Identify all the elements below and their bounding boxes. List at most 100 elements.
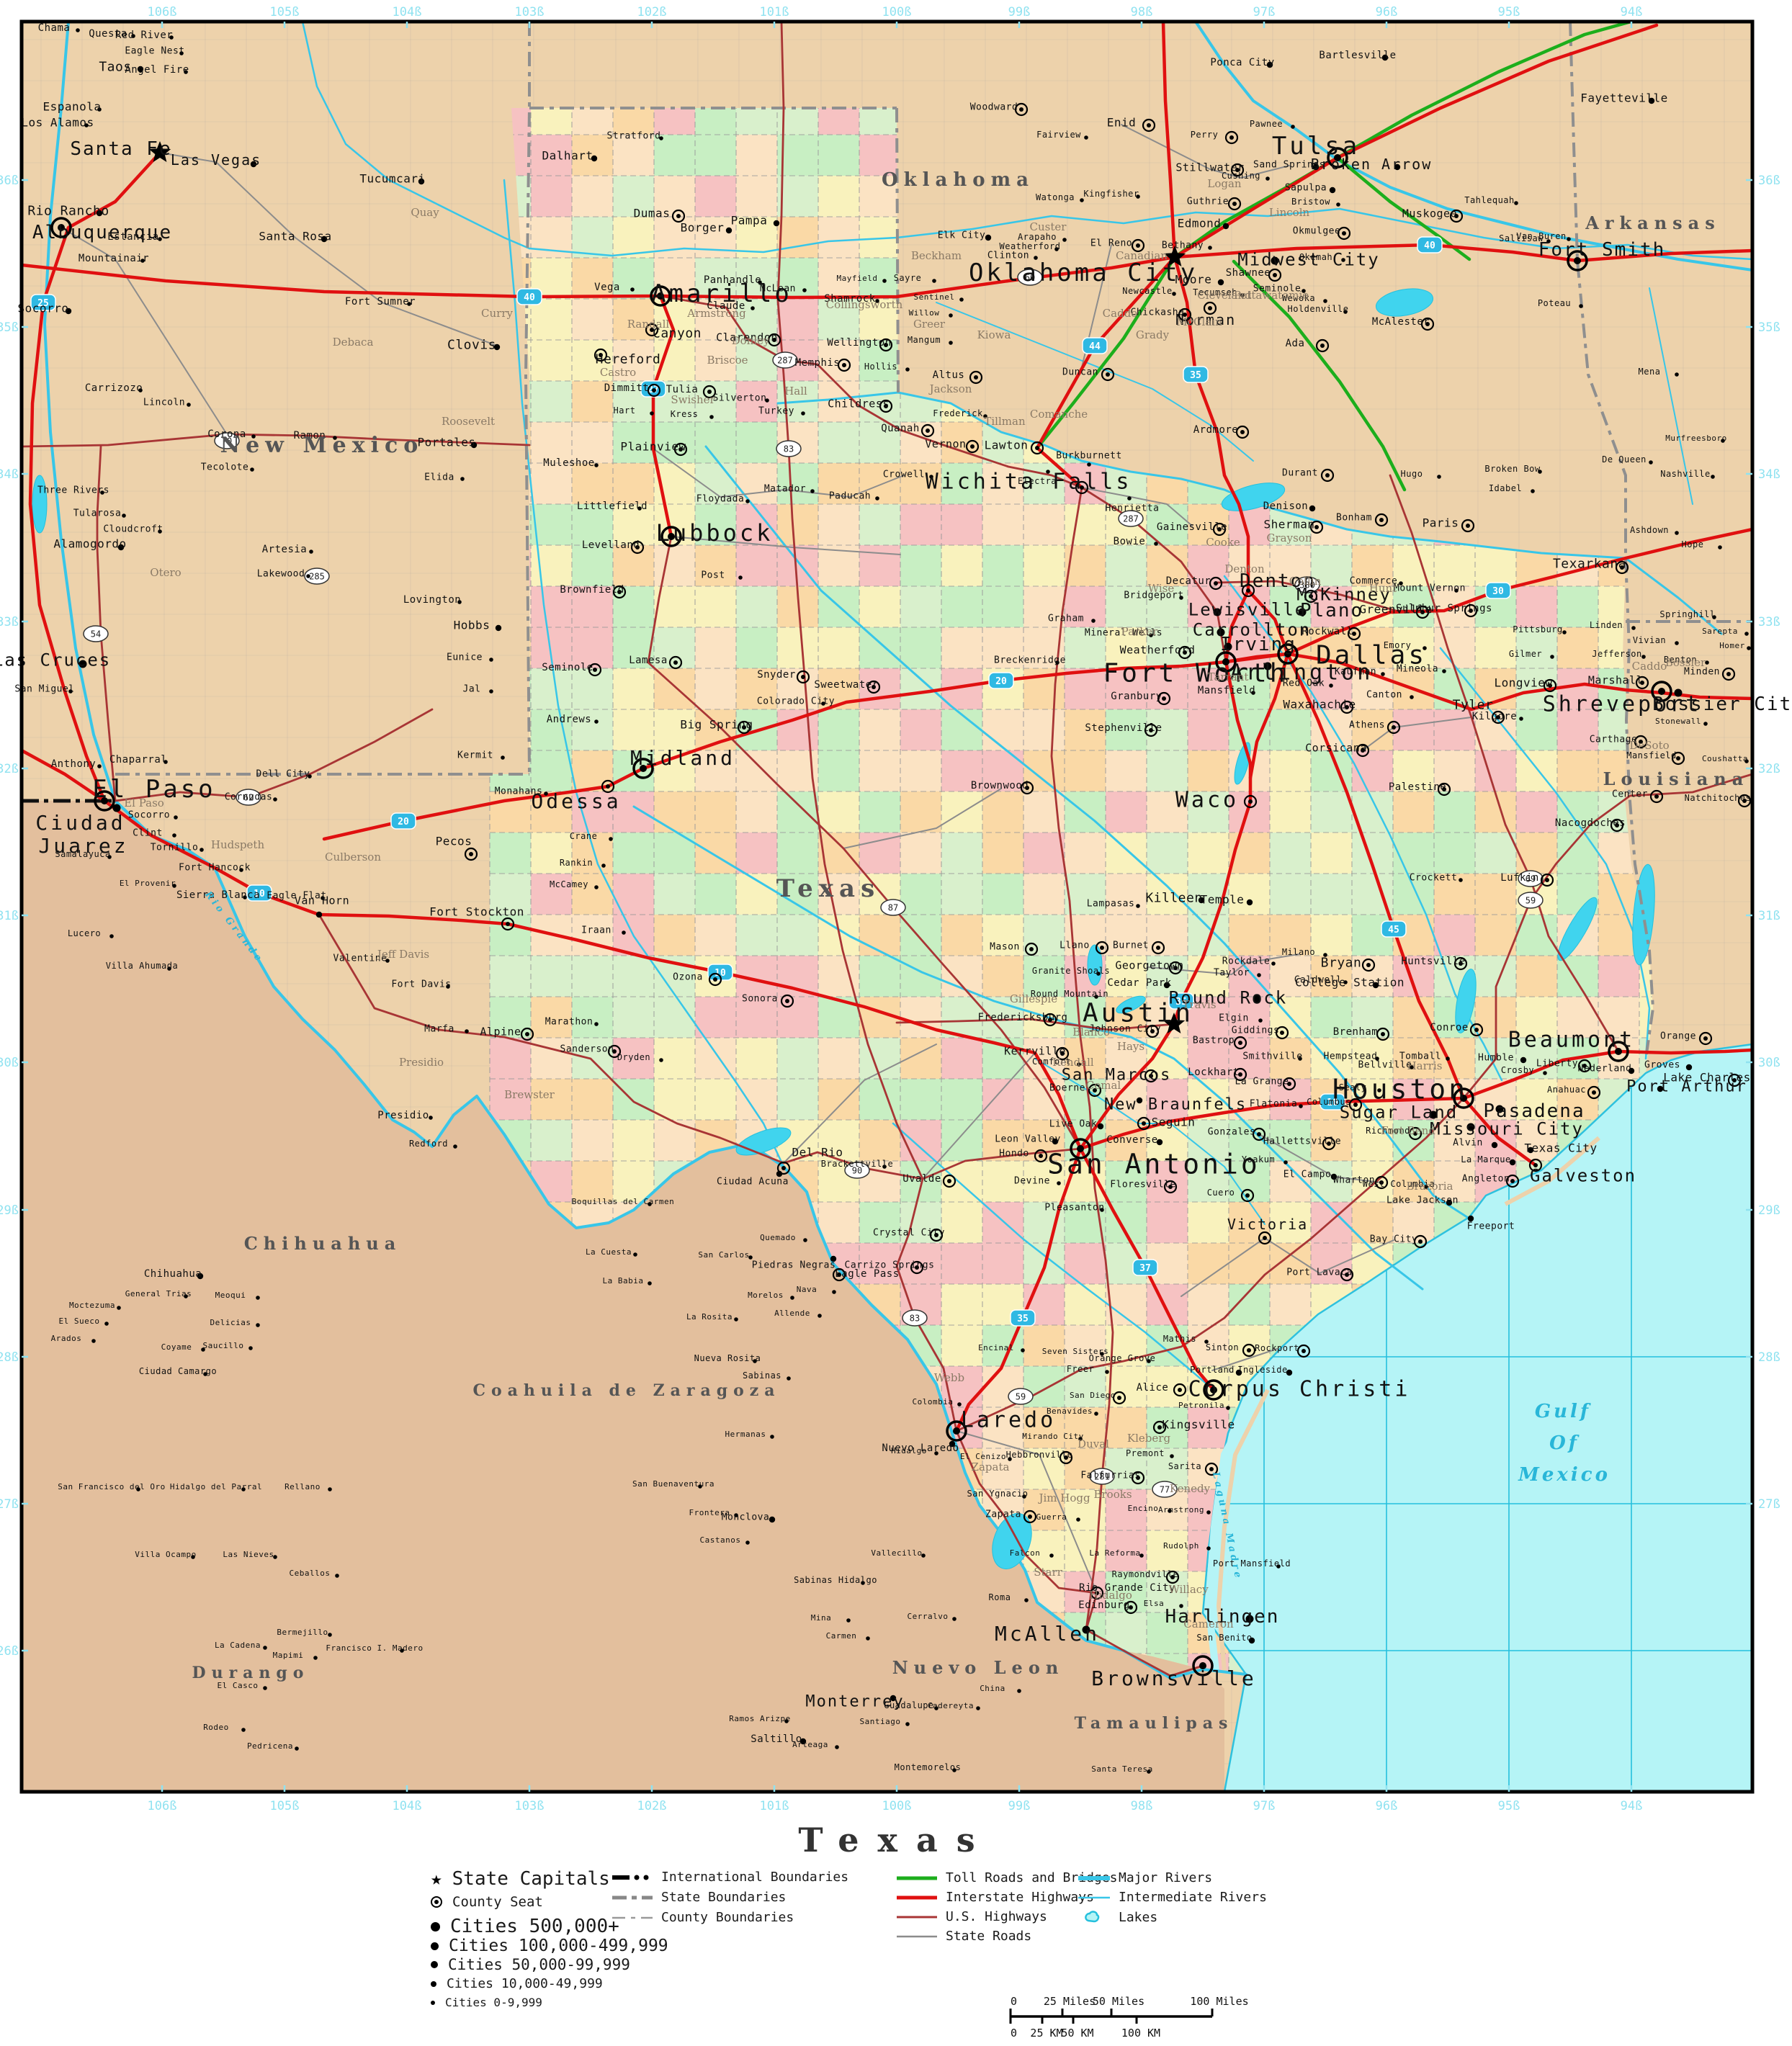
city-colombia[interactable] — [957, 1402, 962, 1406]
city-kaufman[interactable] — [1381, 672, 1385, 676]
city-tulia[interactable] — [702, 385, 717, 399]
city-enid[interactable] — [1142, 118, 1156, 133]
city-fort-davis[interactable] — [446, 984, 450, 989]
city-anthony[interactable] — [97, 764, 102, 768]
city-dalhart[interactable] — [591, 155, 598, 162]
city-littlefield[interactable] — [637, 506, 642, 511]
city-tomball[interactable] — [1446, 1056, 1450, 1061]
city-lockhart[interactable] — [1233, 1067, 1247, 1082]
city-ozona[interactable] — [708, 972, 722, 987]
city-sanderson[interactable] — [607, 1044, 622, 1059]
city-elida[interactable] — [460, 477, 465, 481]
city-el-reno[interactable] — [1131, 238, 1145, 253]
city-big-spring[interactable] — [737, 720, 751, 735]
city-el-provenir[interactable] — [172, 884, 176, 888]
city-castanos[interactable] — [745, 1540, 750, 1545]
city-natchitoches[interactable] — [1737, 794, 1752, 808]
city-okemah[interactable] — [1341, 258, 1345, 262]
city-espanola[interactable] — [97, 107, 102, 112]
city-granite-shoals[interactable] — [1096, 972, 1101, 976]
city-crockett[interactable] — [1459, 878, 1463, 882]
city-wichita-falls[interactable] — [1075, 480, 1089, 495]
city-paducah[interactable] — [875, 496, 879, 501]
city-premont[interactable] — [1170, 1454, 1174, 1458]
city-zapata[interactable] — [1023, 1509, 1037, 1524]
city-eunice[interactable] — [489, 658, 493, 662]
city-mapimi[interactable] — [313, 1656, 318, 1660]
city-sinton[interactable] — [1242, 1343, 1256, 1358]
city-marfa[interactable] — [465, 1029, 469, 1033]
city-huntsville[interactable] — [1453, 956, 1468, 971]
city-tornillo[interactable] — [200, 848, 204, 852]
city-kerrville[interactable] — [1055, 1046, 1070, 1061]
city-las-nieves[interactable] — [273, 1555, 277, 1559]
city-sugar-land[interactable] — [1429, 1111, 1438, 1119]
city-carmen[interactable] — [866, 1636, 870, 1641]
city-nuevo-laredo[interactable] — [949, 1440, 956, 1448]
city-van-horn[interactable] — [315, 911, 323, 918]
city-ada[interactable] — [1315, 338, 1330, 353]
city-conroe[interactable] — [1469, 1023, 1484, 1037]
city-waxahachie[interactable] — [1340, 700, 1354, 714]
city-smithville[interactable] — [1298, 1056, 1302, 1061]
city-holdenville[interactable] — [1343, 310, 1348, 314]
city-shreveport[interactable] — [1651, 681, 1672, 702]
city-presidio[interactable] — [429, 1116, 433, 1120]
city-electra[interactable] — [1046, 470, 1050, 474]
city-nueva-rosita[interactable] — [753, 1359, 757, 1363]
city-victoria[interactable] — [1258, 1231, 1272, 1245]
city-durant[interactable] — [1320, 468, 1335, 483]
city-carrizo-springs[interactable] — [910, 1260, 924, 1275]
city-rockwall[interactable] — [1347, 627, 1361, 641]
city-clarendon[interactable] — [767, 333, 781, 347]
city-hondo[interactable] — [1034, 1149, 1048, 1163]
city-sierra-blanca[interactable] — [243, 895, 247, 899]
city-rankin[interactable] — [601, 863, 606, 868]
city-poteau[interactable] — [1579, 304, 1583, 308]
city-rudolph[interactable] — [1206, 1546, 1211, 1551]
city-hempstead[interactable] — [1375, 1056, 1379, 1061]
city-three-rivers[interactable] — [100, 490, 104, 495]
city-dallas[interactable] — [1277, 643, 1299, 665]
city-sealy[interactable] — [1377, 1088, 1381, 1092]
city-linden[interactable] — [1631, 626, 1636, 630]
city-broken-arrow[interactable] — [1394, 163, 1401, 171]
city-vernon[interactable] — [965, 439, 980, 454]
city-frederick[interactable] — [983, 414, 987, 418]
city-greenville[interactable] — [1415, 605, 1430, 619]
city-los-alamos[interactable] — [84, 123, 89, 127]
city-hebbronville[interactable] — [1059, 1450, 1073, 1465]
city-crowell[interactable] — [929, 475, 933, 479]
city-crystal-city[interactable] — [929, 1228, 944, 1242]
city-brackettville[interactable] — [882, 1165, 887, 1169]
city-uvalde[interactable] — [942, 1174, 957, 1188]
city-bethany[interactable] — [1208, 246, 1212, 250]
city-crane[interactable] — [609, 837, 613, 841]
city-armstrong[interactable] — [1206, 1510, 1211, 1515]
city-saucillo[interactable] — [248, 1346, 253, 1350]
city-athens[interactable] — [1386, 720, 1401, 735]
city-fort-stockton[interactable] — [501, 917, 515, 931]
city-watonga[interactable] — [1080, 198, 1084, 202]
city-seguin[interactable] — [1137, 1116, 1151, 1131]
city-falcon[interactable] — [1049, 1553, 1054, 1558]
city-fort-smith[interactable] — [1567, 250, 1588, 272]
city-ardmore[interactable] — [1235, 425, 1250, 439]
city-temple[interactable] — [1246, 899, 1253, 906]
city-shamrock[interactable] — [875, 299, 879, 303]
city-mena[interactable] — [1675, 372, 1679, 377]
city-lake-jackson[interactable] — [1446, 1199, 1453, 1206]
city-benavides[interactable] — [1094, 1412, 1098, 1416]
city-bowie[interactable] — [1154, 542, 1158, 546]
city-longview[interactable] — [1543, 678, 1557, 693]
city-clinton[interactable] — [1034, 256, 1038, 260]
city-arados[interactable] — [91, 1339, 96, 1343]
city-san-ygnacio[interactable] — [1022, 1494, 1026, 1499]
city-columbus[interactable] — [1348, 1098, 1363, 1112]
city-murfreesboro[interactable] — [1721, 439, 1725, 443]
city-san-diego[interactable] — [1112, 1391, 1126, 1405]
city-portales[interactable] — [470, 441, 478, 449]
city-gonzales[interactable] — [1252, 1127, 1266, 1141]
city-pampa[interactable] — [773, 220, 780, 227]
city-monterrey[interactable] — [890, 1695, 897, 1702]
